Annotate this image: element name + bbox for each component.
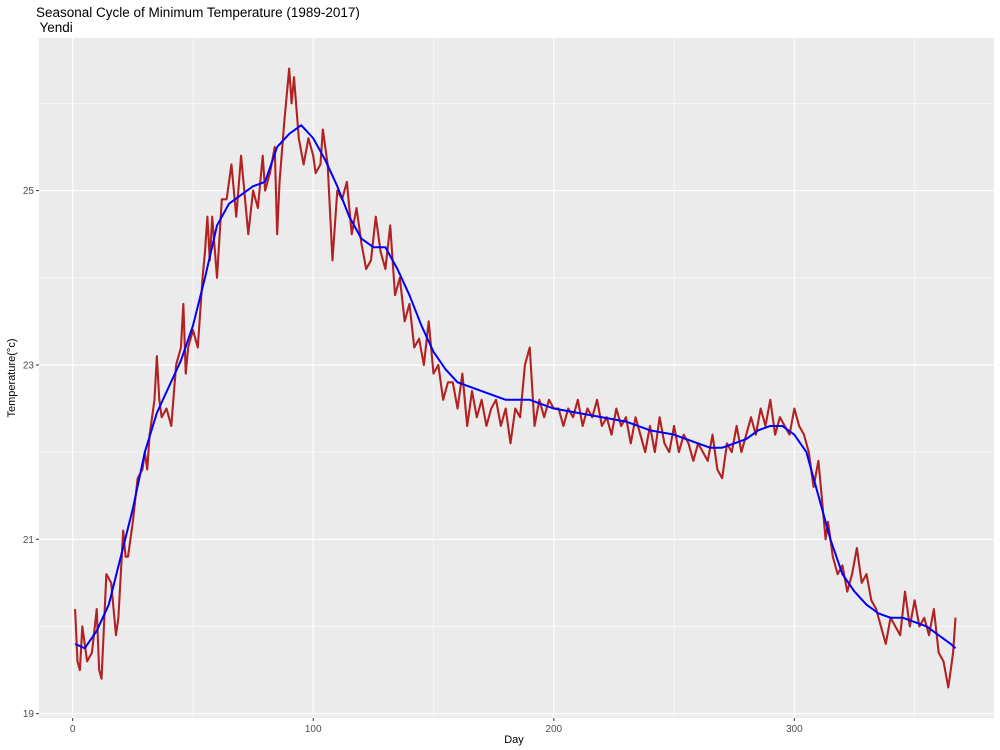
plot-panel xyxy=(39,38,994,718)
x-tick-label: 0 xyxy=(70,724,76,735)
chart-title: Seasonal Cycle of Minimum Temperature (1… xyxy=(36,5,360,20)
major-gridlines xyxy=(39,38,994,718)
minor-gridlines xyxy=(39,38,994,718)
y-tick-label: 19 xyxy=(23,709,35,720)
chart-subtitle: Yendi xyxy=(36,20,73,35)
title-block: Seasonal Cycle of Minimum Temperature (1… xyxy=(36,5,360,35)
x-axis-title: Day xyxy=(504,734,524,746)
series-line-daily xyxy=(74,67,957,689)
x-axis: 0 100 200 300 xyxy=(70,718,803,735)
y-axis: 19 21 23 25 xyxy=(23,186,39,720)
x-tick-label: 300 xyxy=(786,724,803,735)
x-tick-label: 100 xyxy=(305,724,322,735)
y-axis-title: Temperature(°c) xyxy=(6,339,18,418)
y-tick-label: 25 xyxy=(23,186,35,197)
series-layer xyxy=(74,67,957,689)
x-tick-label: 200 xyxy=(545,724,562,735)
y-tick-label: 21 xyxy=(23,535,35,546)
series-line-smoothed xyxy=(74,124,957,650)
y-tick-label: 23 xyxy=(23,360,35,371)
